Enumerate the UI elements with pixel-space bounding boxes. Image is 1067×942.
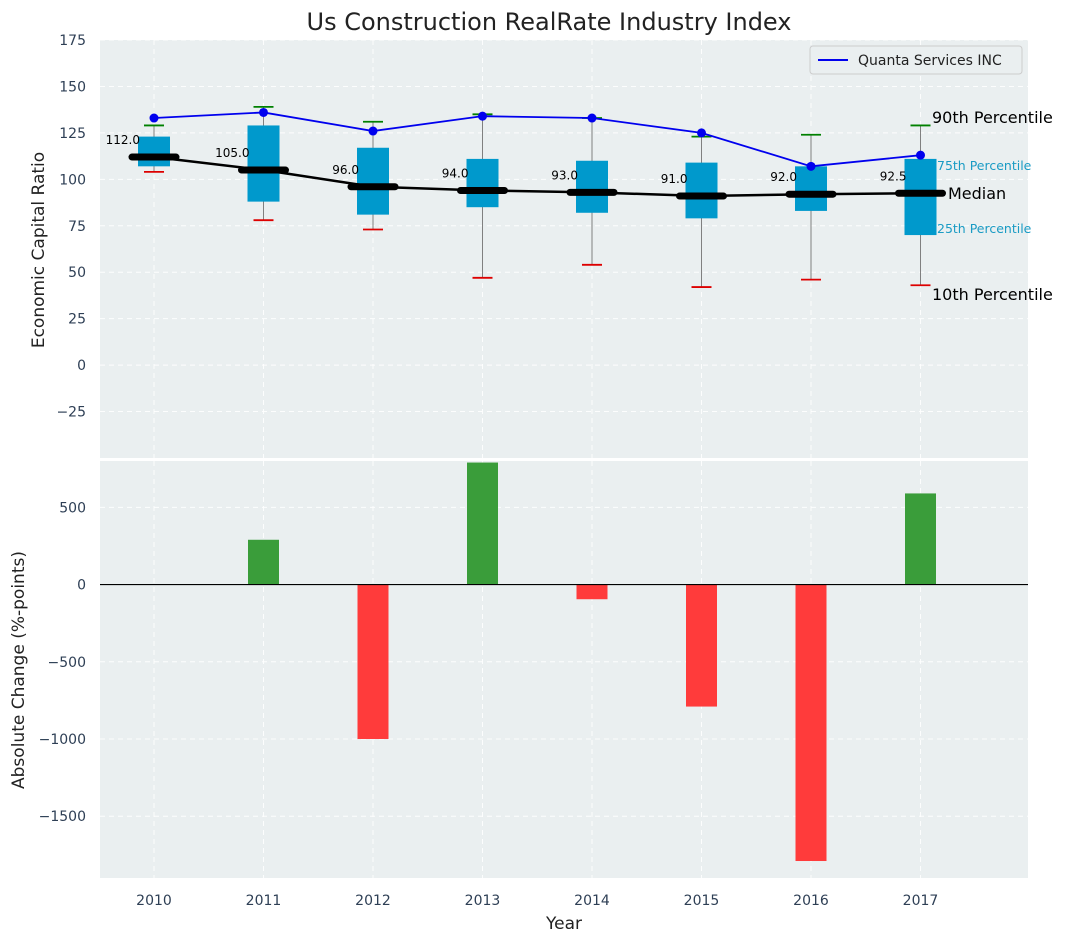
median-value-label: 92.0 — [770, 170, 797, 184]
change-bar — [467, 462, 498, 585]
median-value-label: 105.0 — [215, 146, 249, 160]
median-value-label: 92.5 — [880, 169, 907, 183]
change-bar — [576, 584, 608, 600]
x-tick-label: 2011 — [246, 893, 282, 909]
bottom-y-tick-label: 500 — [59, 500, 86, 516]
median-value-label: 112.0 — [106, 133, 140, 147]
x-tick-label: 2010 — [136, 893, 172, 909]
company-point — [368, 126, 378, 136]
median-value-label: 94.0 — [442, 166, 469, 180]
bottom-y-tick-label: −1000 — [39, 732, 86, 748]
top-y-tick-label: 0 — [77, 358, 86, 374]
top-y-tick-label: 50 — [68, 265, 86, 281]
top-y-tick-label: 150 — [59, 79, 86, 95]
top-y-tick-label: 175 — [59, 33, 86, 49]
x-tick-label: 2015 — [684, 893, 720, 909]
annotation-90th: 90th Percentile — [932, 108, 1053, 127]
company-point — [806, 161, 816, 171]
change-bar — [248, 539, 279, 585]
iqr-box — [466, 158, 499, 208]
bottom-y-tick-label: 0 — [77, 578, 86, 594]
bottom-y-tick-label: −1500 — [39, 809, 86, 825]
iqr-box — [795, 166, 827, 211]
bottom-plot-area — [100, 462, 1028, 862]
change-bar — [357, 584, 389, 739]
iqr-box — [357, 147, 389, 215]
top-plot-background — [100, 40, 1028, 458]
top-y-tick-label: 125 — [59, 126, 86, 142]
company-point — [259, 107, 268, 117]
top-y-tick-label: 25 — [68, 312, 86, 328]
iqr-box — [685, 162, 718, 219]
company-point — [478, 111, 487, 121]
company-line — [153, 111, 921, 168]
x-tick-label: 2014 — [574, 893, 610, 909]
annotation-25th: 25th Percentile — [937, 221, 1032, 236]
iqr-box — [576, 160, 608, 213]
annotation-75th: 75th Percentile — [937, 158, 1032, 173]
x-tick-label: 2017 — [903, 893, 939, 909]
iqr-box — [904, 158, 937, 236]
x-tick-label: 2012 — [355, 893, 391, 909]
change-bar — [686, 584, 717, 707]
annotation-median: Median — [948, 184, 1006, 203]
top-y-tick-label: −25 — [56, 405, 86, 421]
change-bar — [795, 584, 827, 862]
x-axis-label: Year — [545, 914, 582, 934]
x-tick-label: 2016 — [793, 893, 829, 909]
iqr-box — [247, 125, 280, 202]
top-y-axis: −25 0 25 50 75 100 125 150 175 — [56, 33, 86, 421]
x-axis: 2010 2011 2012 2013 2014 2015 2016 2017 — [136, 893, 938, 909]
top-y-tick-label: 75 — [68, 219, 86, 235]
median-value-label: 96.0 — [332, 163, 359, 177]
legend-label: Quanta Services INC — [858, 53, 1002, 69]
legend-box — [809, 45, 1023, 75]
top-y-tick-label: 100 — [59, 172, 86, 188]
percentile-annotations: 90th Percentile 75th Percentile Median 2… — [932, 108, 1053, 304]
x-tick-label: 2013 — [465, 893, 501, 909]
bottom-y-axis: −1500 −1000 −500 0 500 — [39, 500, 86, 825]
top-plot-area: 112.0 105.0 96.0 94.0 93.0 91.0 92.0 92.5 — [106, 105, 946, 288]
chart-title: Us Construction RealRate Industry Index — [307, 8, 792, 36]
bottom-y-tick-label: −500 — [48, 655, 86, 671]
legend[interactable]: Quanta Services INC — [809, 45, 1023, 75]
company-point — [916, 150, 925, 160]
median-value-label: 93.0 — [551, 168, 578, 182]
iqr-box — [138, 136, 170, 167]
change-bar — [905, 493, 936, 585]
company-point — [697, 128, 706, 138]
top-y-axis-label: Economic Capital Ratio — [29, 152, 49, 348]
company-point — [587, 113, 597, 123]
annotation-10th: 10th Percentile — [932, 285, 1053, 304]
median-value-label: 91.0 — [661, 172, 688, 186]
company-point — [149, 113, 159, 123]
bottom-plot-background — [100, 461, 1028, 878]
bottom-y-axis-label: Absolute Change (%-points) — [9, 551, 29, 789]
